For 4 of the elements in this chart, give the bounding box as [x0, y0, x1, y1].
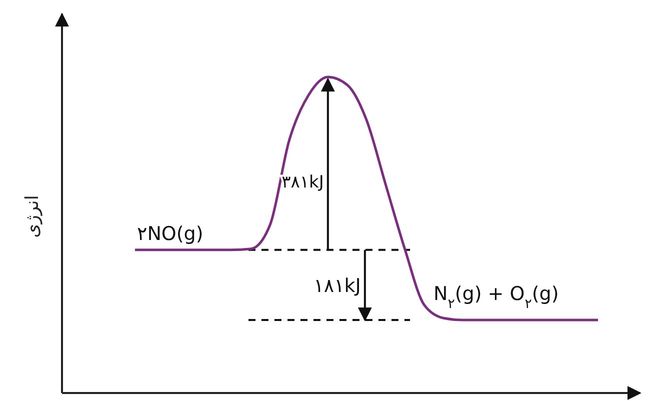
- y-axis-title: انرژی: [22, 195, 43, 238]
- annotation: ۳۸۱kJ: [282, 172, 324, 192]
- annotation: ۱۸۱kJ: [314, 274, 361, 297]
- annotation: ۲NO(g): [137, 222, 204, 245]
